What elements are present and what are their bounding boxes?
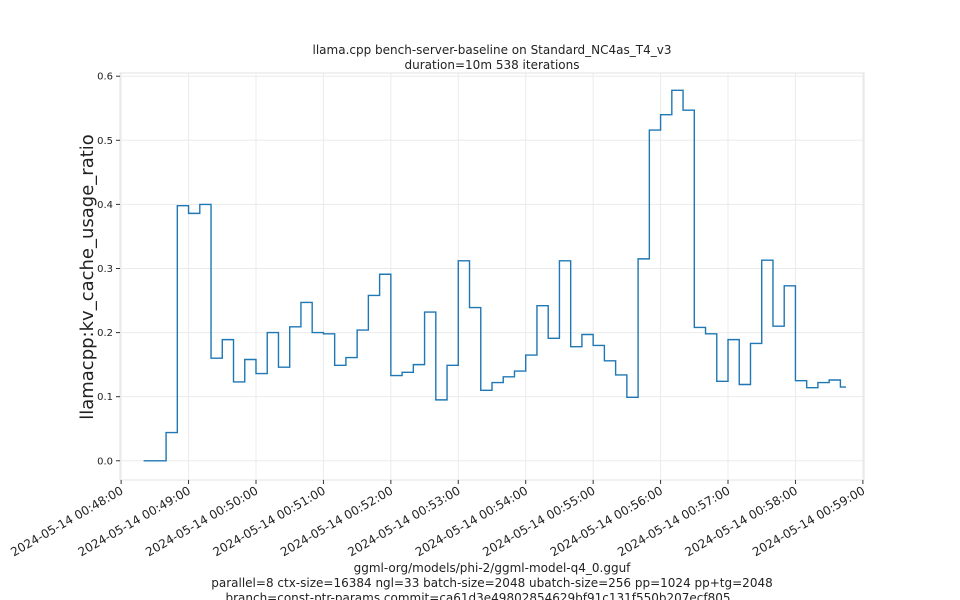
y-axis: 0.0 0.1 0.2 0.3 0.4 0.5 0.6: [97, 72, 120, 467]
chart-subtitle: duration=10m 538 iterations: [405, 58, 580, 72]
x-tick-label: 2024-05-14 00:56:00: [548, 483, 665, 559]
x-tick-label: 2024-05-14 00:59:00: [750, 483, 867, 559]
y-tick-label: 0.5: [97, 136, 113, 147]
y-tick-label: 0.4: [97, 200, 113, 211]
grid: [120, 73, 864, 480]
y-axis-label: llamacpp:kv_cache_usage_ratio: [77, 134, 98, 420]
x-tick-label: 2024-05-14 00:54:00: [413, 483, 530, 559]
x-tick-label: 2024-05-14 00:51:00: [211, 483, 328, 559]
chart-title: llama.cpp bench-server-baseline on Stand…: [313, 43, 672, 57]
y-tick-label: 0.2: [97, 328, 113, 339]
x-tick-label: 2024-05-14 00:48:00: [8, 483, 125, 559]
x-tick-label: 2024-05-14 00:50:00: [143, 483, 260, 559]
x-tick-label: 2024-05-14 00:58:00: [683, 483, 800, 559]
y-tick-label: 0.6: [97, 72, 113, 83]
x-tick-label: 2024-05-14 00:52:00: [278, 483, 395, 559]
footer-line-1: ggml-org/models/phi-2/ggml-model-q4_0.gg…: [354, 561, 632, 575]
x-tick-label: 2024-05-14 00:53:00: [345, 483, 462, 559]
y-tick-label: 0.1: [97, 392, 113, 403]
footer-line-2: parallel=8 ctx-size=16384 ngl=33 batch-s…: [211, 576, 772, 590]
footer-line-3: branch=const-ptr-params commit=ca61d3e49…: [225, 591, 730, 600]
x-tick-label: 2024-05-14 00:57:00: [615, 483, 732, 559]
plot-frame: [119, 72, 865, 481]
series-line: [143, 89, 847, 462]
x-tick-label: 2024-05-14 00:49:00: [76, 483, 193, 559]
y-tick-label: 0.0: [97, 456, 113, 467]
y-tick-label: 0.3: [97, 264, 113, 275]
x-tick-label: 2024-05-14 00:55:00: [480, 483, 597, 559]
